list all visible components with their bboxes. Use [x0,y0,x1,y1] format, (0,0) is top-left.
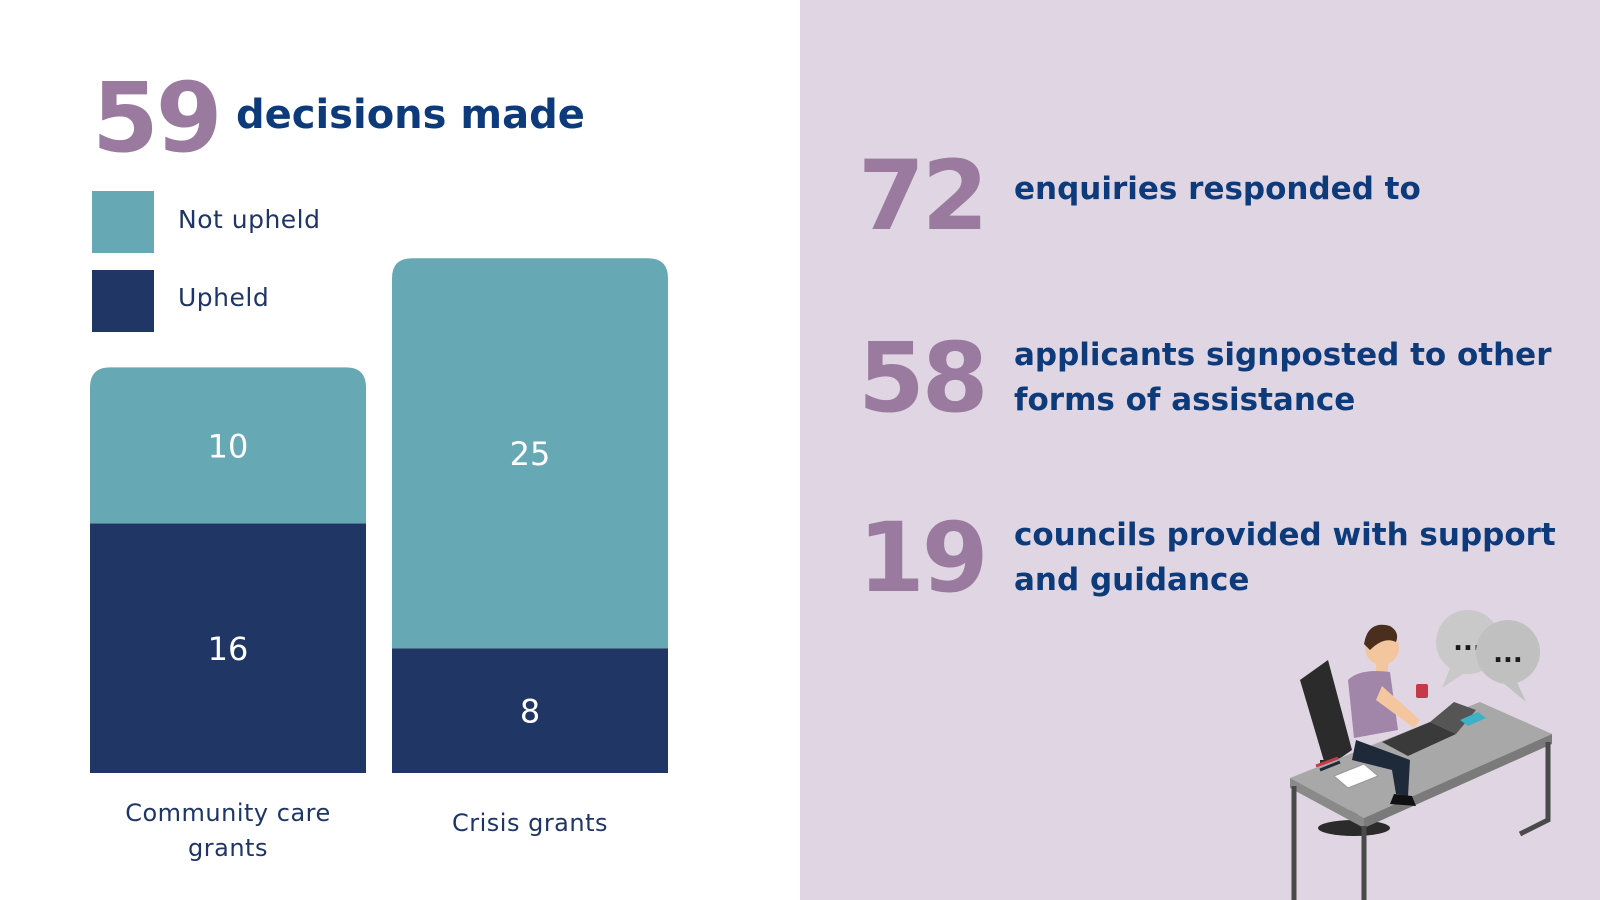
bar-segment-upheld-0 [90,523,366,773]
legend-label-not-upheld: Not upheld [178,205,321,234]
decisions-caption: decisions made [236,92,585,138]
councils-text: councils provided with support and guida… [1014,517,1556,598]
enquiries-number: 72 [858,140,989,252]
person-at-desk-illustration: ... ... [1290,610,1552,900]
bar-segment-upheld-1 [392,648,668,773]
signposted-number: 58 [858,322,989,434]
speech-bubble-icon: ... [1476,620,1540,702]
data-label-upheld-0: 16 [208,630,249,668]
data-label-not-upheld-0: 10 [208,427,249,465]
bar-segment-not-upheld-1 [392,258,668,649]
total-decisions-number: 59 [92,62,223,174]
signposted-text: applicants signposted to other forms of … [1014,337,1552,418]
enquiries-text: enquiries responded to [1014,171,1421,207]
stacked-bar-chart: 16 10 8 25 [90,258,668,773]
data-label-upheld-1: 8 [520,693,540,731]
councils-number: 19 [858,502,989,614]
category-label-community-care: Community care grants [125,799,331,862]
legend-swatch-upheld [92,270,154,332]
data-label-not-upheld-1: 25 [510,435,551,473]
svg-text:...: ... [1493,639,1523,669]
legend-swatch-not-upheld [92,191,154,253]
category-label-crisis: Crisis grants [451,809,609,837]
legend-label-upheld: Upheld [178,283,270,312]
bar-segment-not-upheld-0 [90,367,366,524]
